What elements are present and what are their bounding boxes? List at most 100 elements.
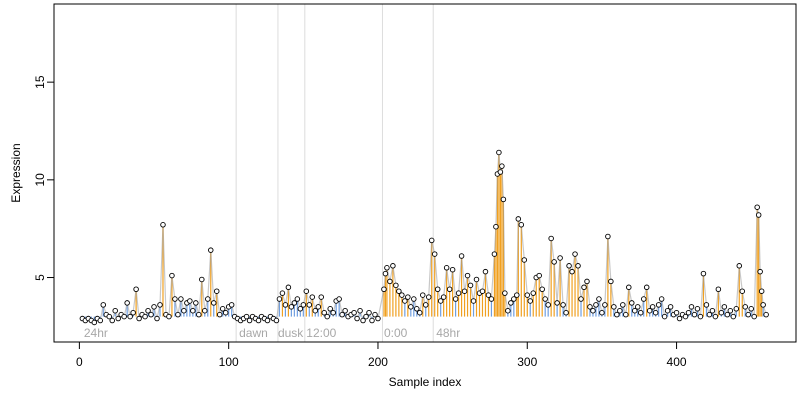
data-point [745, 311, 751, 318]
data-point [228, 302, 235, 308]
data-point [145, 307, 151, 314]
data-point [121, 313, 127, 320]
data-point [312, 307, 319, 314]
y-tick-label: 15 [33, 75, 47, 89]
data-point [557, 255, 563, 261]
data-point [318, 294, 324, 300]
data-point [330, 309, 336, 316]
phase-annotation: 48hr [436, 326, 460, 340]
data-point [514, 292, 520, 298]
data-point [676, 315, 683, 322]
dividers [235, 4, 434, 342]
data-point [399, 292, 405, 298]
data-point [375, 315, 381, 322]
data-point [115, 315, 121, 322]
x-tick-label: 300 [517, 355, 537, 369]
data-point [640, 296, 647, 302]
data-point [551, 259, 557, 265]
data-point [97, 317, 104, 324]
data-point [473, 276, 480, 283]
data-point [524, 292, 531, 298]
data-point [291, 300, 298, 306]
data-point [133, 286, 139, 292]
data-point [100, 302, 107, 308]
data-point [157, 302, 163, 308]
data-point [199, 276, 205, 283]
data-point [479, 288, 486, 294]
data-point [739, 288, 746, 294]
x-axis-label: Sample index [389, 375, 462, 389]
data-point [449, 266, 456, 273]
data-point [629, 300, 635, 306]
y-axis-label: Expression [9, 143, 23, 202]
data-point [575, 263, 581, 269]
data-point [748, 306, 754, 312]
data-point [620, 302, 626, 308]
data-point [751, 313, 757, 320]
data-point [617, 307, 623, 314]
data-point [279, 290, 286, 296]
data-point [643, 284, 650, 291]
data-point [351, 309, 357, 316]
data-point [166, 313, 172, 320]
data-point [414, 306, 420, 312]
data-point [193, 300, 199, 306]
data-point [109, 317, 115, 324]
data-point [202, 307, 208, 314]
data-point [536, 272, 542, 279]
data-point [584, 278, 590, 285]
x-tick-label: 200 [368, 355, 388, 369]
data-point [306, 302, 313, 308]
data-point [420, 292, 426, 298]
data-point [493, 223, 499, 230]
data-point [411, 296, 417, 302]
data-point [733, 306, 740, 312]
data-point [357, 307, 363, 314]
data-point [694, 306, 701, 312]
data-point [208, 247, 214, 253]
data-point [611, 304, 617, 310]
data-point [213, 288, 220, 294]
data-point [417, 309, 423, 316]
data-point [706, 311, 713, 318]
data-point [354, 315, 360, 322]
data-point [754, 204, 760, 210]
data-point [581, 284, 587, 291]
data-point [422, 302, 429, 308]
data-point [596, 296, 602, 302]
data-point [187, 298, 193, 304]
x-tick-label: 100 [219, 355, 239, 369]
data-point [697, 313, 704, 320]
data-point [500, 196, 507, 203]
data-point [372, 311, 378, 318]
data-point [255, 317, 262, 324]
data-point [563, 309, 569, 316]
data-point [175, 311, 181, 318]
y-axis: 5 10 15 [33, 75, 55, 281]
data-point [402, 298, 408, 304]
data-point [294, 296, 301, 302]
data-point [508, 300, 514, 306]
data-point [151, 304, 157, 310]
data-point [634, 304, 641, 310]
phase-annotation: 24hr [84, 326, 108, 340]
data-point [181, 307, 187, 314]
data-point [511, 296, 517, 302]
data-point [703, 302, 710, 308]
data-point [452, 296, 459, 302]
data-point [742, 304, 748, 310]
data-point [545, 302, 551, 308]
data-point [297, 306, 304, 312]
data-point [718, 309, 725, 316]
data-point [384, 265, 390, 271]
data-point [216, 311, 223, 318]
data-point [339, 311, 345, 318]
data-point [178, 296, 184, 302]
data-point [560, 302, 566, 308]
data-point [637, 309, 644, 316]
data-point [527, 298, 534, 304]
data-point [381, 286, 387, 292]
data-point [219, 306, 226, 312]
data-point [276, 296, 283, 302]
